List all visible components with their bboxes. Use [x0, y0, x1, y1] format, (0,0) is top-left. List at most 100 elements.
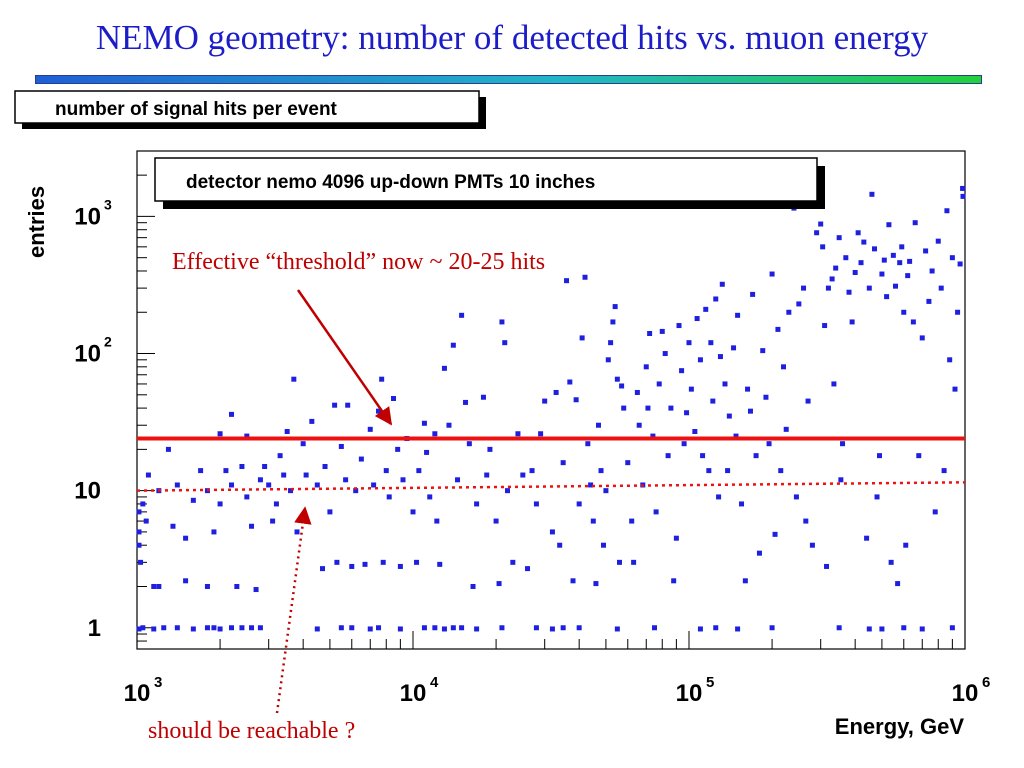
data-point	[281, 472, 287, 478]
data-point	[294, 529, 300, 535]
data-point	[735, 312, 741, 318]
data-point	[151, 583, 157, 589]
y-tick-label: 10	[74, 341, 101, 368]
data-point	[576, 501, 582, 507]
data-point	[217, 626, 223, 632]
y-tick-label: 10	[74, 203, 101, 230]
data-point	[379, 376, 385, 382]
data-point	[912, 220, 918, 226]
data-point	[229, 482, 235, 488]
data-point	[266, 482, 272, 488]
data-point	[612, 304, 618, 310]
data-point	[766, 441, 772, 447]
data-point	[864, 535, 870, 541]
data-point	[343, 477, 349, 483]
data-point	[600, 542, 606, 548]
data-point	[713, 296, 719, 302]
x-tick-label: 10	[676, 680, 703, 707]
data-point	[327, 509, 333, 515]
data-point	[960, 185, 966, 191]
data-point	[466, 441, 472, 447]
data-points	[136, 185, 966, 632]
data-point	[239, 625, 245, 631]
data-point	[249, 625, 255, 631]
data-point	[629, 518, 635, 524]
data-point	[903, 542, 909, 548]
data-point	[459, 625, 465, 631]
data-point	[836, 235, 842, 241]
data-point	[717, 354, 723, 360]
data-point	[653, 509, 659, 515]
data-point	[801, 285, 807, 291]
data-point	[756, 550, 762, 556]
data-point	[722, 381, 728, 387]
data-point	[957, 261, 963, 267]
data-point	[665, 453, 671, 459]
data-point	[585, 441, 591, 447]
data-point	[437, 561, 443, 567]
data-point	[270, 518, 276, 524]
data-point	[614, 376, 620, 382]
data-point	[668, 405, 674, 411]
data-point	[549, 529, 555, 535]
data-point	[603, 488, 609, 494]
data-point	[814, 230, 820, 236]
data-point	[322, 464, 328, 470]
data-point	[136, 529, 142, 535]
data-point	[549, 626, 555, 632]
data-point	[234, 583, 240, 589]
data-point	[257, 625, 263, 631]
data-point	[760, 348, 766, 354]
data-point	[926, 298, 932, 304]
data-point	[223, 468, 229, 474]
data-point	[441, 365, 447, 371]
data-point	[876, 453, 882, 459]
data-point	[143, 518, 149, 524]
data-point	[662, 351, 668, 357]
data-point	[525, 566, 531, 572]
data-point	[427, 494, 433, 500]
data-point	[840, 441, 846, 447]
data-point	[229, 625, 235, 631]
data-point	[397, 626, 403, 632]
title-divider-bar	[35, 75, 982, 84]
data-point	[636, 422, 642, 428]
data-point	[838, 477, 844, 483]
data-point	[161, 625, 167, 631]
data-point	[831, 381, 837, 387]
data-point	[803, 518, 809, 524]
data-point	[652, 625, 658, 631]
x-tick-label: 10	[124, 680, 151, 707]
data-point	[747, 408, 753, 414]
data-point	[484, 472, 490, 478]
data-point	[338, 443, 344, 449]
data-point	[349, 625, 355, 631]
data-point	[888, 559, 894, 565]
data-point	[676, 323, 682, 329]
data-point	[866, 285, 872, 291]
data-point	[459, 312, 465, 318]
data-point	[919, 335, 925, 341]
histogram-title-box	[14, 90, 480, 124]
data-point	[145, 472, 151, 478]
data-point	[610, 319, 616, 325]
data-point	[499, 319, 505, 325]
data-point	[735, 626, 741, 632]
data-point	[692, 429, 698, 435]
data-point	[338, 625, 344, 631]
x-tick-exponent: 6	[982, 674, 990, 691]
data-point	[434, 518, 440, 524]
data-point	[697, 357, 703, 363]
data-point	[852, 269, 858, 275]
data-point	[656, 381, 662, 387]
data-point	[884, 294, 890, 300]
histogram-title: number of signal hits per event	[55, 99, 338, 120]
data-point	[731, 345, 737, 351]
data-point	[314, 626, 320, 632]
data-point	[879, 271, 885, 277]
data-point	[824, 563, 830, 569]
data-point	[303, 472, 309, 478]
data-point	[960, 193, 966, 199]
